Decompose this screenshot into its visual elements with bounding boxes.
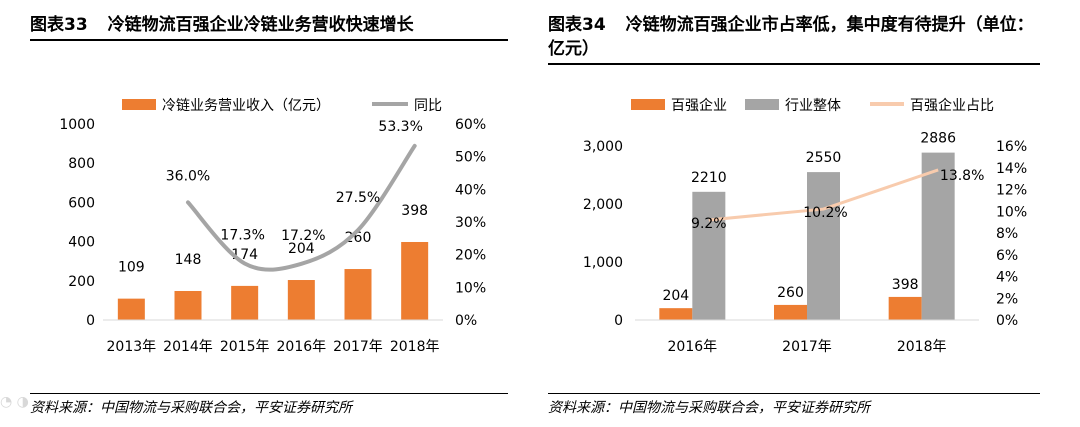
y2-tick-label: 20% bbox=[455, 248, 486, 264]
right-source-rule bbox=[548, 393, 1040, 394]
y-tick-label: 3,000 bbox=[583, 139, 623, 155]
y-tick-label: 0 bbox=[614, 313, 623, 329]
growth-line bbox=[186, 143, 417, 272]
line-data-label: 17.3% bbox=[220, 227, 264, 243]
share-data-label: 10.2% bbox=[803, 205, 847, 221]
share-data-label: 9.2% bbox=[691, 216, 727, 232]
bar-top100-label: 204 bbox=[662, 288, 689, 304]
bar-industry-label: 2886 bbox=[920, 131, 956, 147]
y2-tick-label: 12% bbox=[996, 183, 1027, 199]
y-tick-label: 400 bbox=[68, 235, 95, 251]
left-source-rule bbox=[30, 393, 508, 394]
left-figure-caption: 冷链物流百强企业冷链业务营收快速增长 bbox=[107, 15, 414, 35]
right-source: 资料来源：中国物流与采购联合会，平安证券研究所 bbox=[548, 400, 870, 416]
line-data-label: 17.2% bbox=[281, 228, 325, 244]
y-tick-label: 0 bbox=[86, 313, 95, 329]
right-figure-caption: 冷链物流百强企业市占率低，集中度有待提升（单位：亿元） bbox=[548, 15, 1034, 59]
left-figure: 图表33 冷链物流百强企业冷链业务营收快速增长 0 200 400 600 800 1000… bbox=[30, 0, 508, 427]
share-data-label: 13.8% bbox=[940, 168, 984, 184]
bar-top100 bbox=[774, 304, 807, 320]
bar-industry-label: 2550 bbox=[806, 150, 842, 166]
bar-top100-label: 260 bbox=[777, 285, 804, 301]
left-figure-title: 图表33 冷链物流百强企业冷链业务营收快速增长 bbox=[30, 13, 414, 37]
y2-tick-label: 0% bbox=[455, 313, 477, 329]
bar-data-label: 398 bbox=[401, 203, 428, 219]
legend-industry-label: 行业整体 bbox=[785, 98, 841, 114]
y2-tick-label: 40% bbox=[455, 182, 486, 198]
y2-tick-label: 14% bbox=[996, 161, 1027, 177]
right-title-rule bbox=[548, 63, 1040, 65]
y-tick-label: 1000 bbox=[59, 117, 95, 133]
legend-top100-swatch bbox=[631, 99, 665, 110]
bar-industry bbox=[692, 191, 726, 320]
right-figure-number: 图表34 bbox=[548, 15, 606, 35]
legend-top100-label: 百强企业 bbox=[671, 97, 727, 114]
x-tick-label: 2014年 bbox=[163, 339, 213, 355]
y2-tick-label: 0% bbox=[996, 313, 1018, 329]
x-tick-label: 2017年 bbox=[782, 339, 832, 355]
x-tick-label: 2018年 bbox=[897, 339, 947, 355]
legend-bar-label: 冷链业务营业收入（亿元） bbox=[162, 98, 330, 114]
bar bbox=[231, 285, 259, 320]
bar-top100 bbox=[888, 296, 922, 320]
legend-line-label: 同比 bbox=[414, 98, 442, 114]
left-title-rule bbox=[30, 39, 508, 41]
left-figure-number: 图表33 bbox=[30, 15, 88, 35]
bar-data-label: 109 bbox=[118, 260, 145, 276]
bar-industry-label: 2210 bbox=[691, 170, 727, 186]
y2-tick-label: 16% bbox=[996, 139, 1027, 155]
left-chart: 0 200 400 600 800 1000 0% 10% 20% 30% 40% 50% 60% 109… bbox=[59, 98, 486, 355]
y-tick-label: 2,000 bbox=[583, 197, 623, 213]
x-tick-label: 2016年 bbox=[277, 339, 327, 355]
watermark-icon: ◔ ◑ bbox=[0, 394, 29, 410]
bar-industry bbox=[807, 172, 840, 320]
bar-top100 bbox=[659, 308, 693, 320]
bar-top100-label: 398 bbox=[892, 277, 919, 293]
x-tick-label: 2016年 bbox=[668, 339, 718, 355]
y2-tick-label: 30% bbox=[455, 215, 486, 231]
y2-tick-label: 60% bbox=[455, 117, 486, 133]
y2-tick-label: 6% bbox=[996, 248, 1018, 264]
bar bbox=[287, 280, 315, 320]
x-tick-label: 2013年 bbox=[107, 339, 157, 355]
y2-tick-label: 2% bbox=[996, 291, 1018, 307]
legend-bar-swatch bbox=[122, 99, 156, 110]
bar bbox=[401, 241, 429, 320]
line-data-label: 27.5% bbox=[336, 190, 380, 206]
y2-tick-label: 4% bbox=[996, 270, 1018, 286]
y-tick-label: 600 bbox=[68, 195, 95, 211]
y-tick-label: 1,000 bbox=[583, 255, 623, 271]
bar-data-label: 148 bbox=[175, 252, 202, 268]
bar bbox=[174, 290, 202, 320]
share-line bbox=[708, 168, 939, 222]
bar-data-label: 204 bbox=[288, 241, 315, 257]
y-tick-label: 200 bbox=[68, 274, 95, 290]
bar bbox=[117, 298, 145, 320]
x-tick-label: 2015年 bbox=[220, 339, 270, 355]
y2-tick-label: 50% bbox=[455, 150, 486, 166]
bar bbox=[344, 269, 372, 320]
line-data-label: 36.0% bbox=[166, 168, 210, 184]
y2-tick-label: 10% bbox=[996, 204, 1027, 220]
x-tick-label: 2017年 bbox=[333, 339, 383, 355]
y-tick-label: 800 bbox=[68, 156, 95, 172]
y2-tick-label: 10% bbox=[455, 280, 486, 296]
right-figure: 图表34 冷链物流百强企业市占率低，集中度有待提升（单位：亿元） 0 1,000 2,… bbox=[548, 0, 1040, 427]
line-data-label: 53.3% bbox=[378, 119, 422, 135]
y2-tick-label: 8% bbox=[996, 226, 1018, 242]
x-tick-label: 2018年 bbox=[390, 339, 440, 355]
right-chart: 0 1,000 2,000 3,000 0% 2% 4% 6% 8% 10% 12% 14% 16% 20… bbox=[583, 97, 1027, 355]
bar-industry bbox=[921, 152, 955, 320]
legend-share-label: 百强企业占比 bbox=[910, 97, 994, 114]
legend-industry-swatch bbox=[745, 99, 779, 110]
left-source: 资料来源：中国物流与采购联合会，平安证券研究所 bbox=[30, 400, 352, 416]
right-figure-title: 图表34 冷链物流百强企业市占率低，集中度有待提升（单位：亿元） bbox=[548, 13, 1036, 61]
